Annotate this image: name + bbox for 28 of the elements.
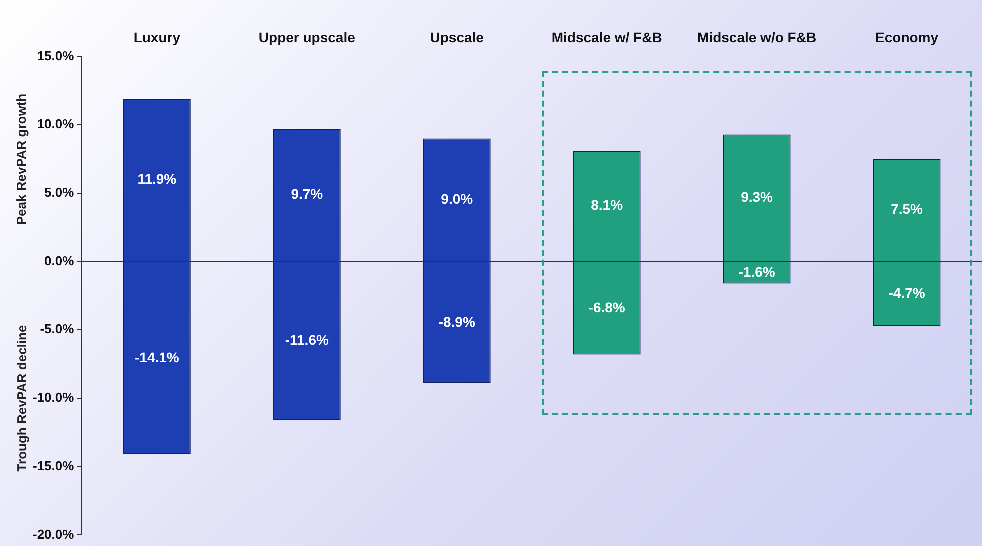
x-tick-label: Upper upscale — [258, 29, 356, 46]
data-label: -6.8% — [588, 299, 626, 316]
data-label: 9.0% — [441, 190, 474, 207]
x-tick-label: Midscale w/ F&B — [552, 29, 662, 46]
x-tick-label: Economy — [876, 29, 939, 46]
data-label: -14.1% — [134, 349, 180, 366]
data-label: 9.3% — [741, 188, 774, 205]
y-tick-label: -10.0% — [32, 390, 75, 406]
y-tick-label: 10.0% — [37, 116, 75, 132]
y-tick-label: 15.0% — [37, 48, 75, 64]
data-label: -1.6% — [738, 264, 776, 280]
data-label: 11.9% — [138, 171, 178, 188]
x-tick-label: Upscale — [430, 29, 484, 46]
data-label: 7.5% — [891, 201, 924, 218]
y-axis-title: Peak RevPAR growth — [14, 94, 30, 225]
y-tick-label: 0.0% — [44, 253, 75, 268]
data-label: 8.1% — [591, 197, 624, 214]
text: Trough RevPAR decline — [14, 325, 30, 472]
x-tick-label: Luxury — [134, 29, 181, 46]
data-label: -11.6% — [285, 332, 330, 348]
data-label: 9.7% — [291, 186, 324, 202]
y-tick-label: -20.0% — [32, 526, 75, 542]
y-tick-label: 5.0% — [44, 185, 75, 200]
x-tick-label: Midscale w/o F&B — [698, 29, 817, 46]
y-tick-label: -5.0% — [40, 322, 75, 337]
data-label: -4.7% — [888, 285, 926, 302]
data-label: -8.9% — [438, 314, 476, 330]
y-tick-label: -15.0% — [32, 458, 75, 474]
